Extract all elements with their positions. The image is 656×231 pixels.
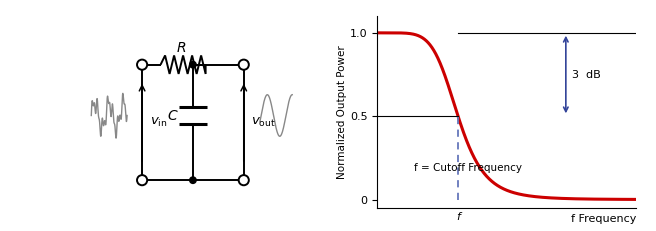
Text: 3  dB: 3 dB (572, 70, 601, 79)
Text: $v_{\mathrm{in}}$: $v_{\mathrm{in}}$ (150, 116, 168, 129)
Text: f = Cutoff Frequency: f = Cutoff Frequency (415, 163, 522, 173)
Text: f Frequency: f Frequency (571, 214, 636, 224)
Text: $C$: $C$ (167, 109, 179, 122)
Circle shape (239, 175, 249, 185)
Circle shape (239, 60, 249, 70)
Text: $R$: $R$ (176, 41, 186, 55)
Text: $v_{\mathrm{out}}$: $v_{\mathrm{out}}$ (251, 116, 276, 129)
Circle shape (137, 60, 147, 70)
Text: f: f (456, 212, 460, 222)
Y-axis label: Normalized Output Power: Normalized Output Power (337, 45, 347, 179)
Circle shape (190, 177, 196, 183)
Circle shape (137, 175, 147, 185)
Circle shape (190, 61, 196, 68)
